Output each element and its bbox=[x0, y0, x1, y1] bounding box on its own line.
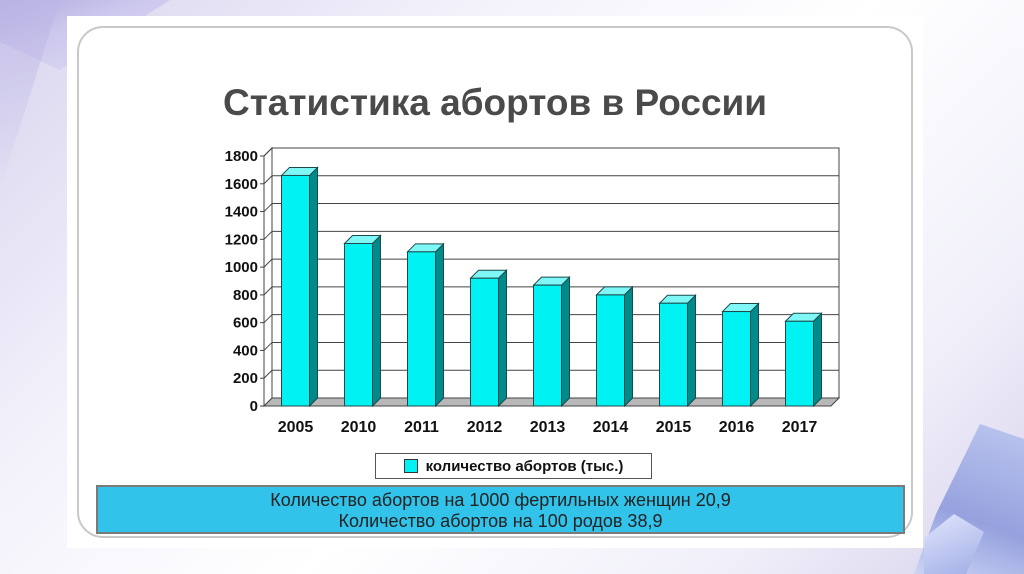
bar bbox=[407, 251, 436, 407]
bar-side bbox=[750, 302, 759, 408]
bar bbox=[281, 174, 310, 407]
legend-label: количество абортов (тыс.) bbox=[425, 457, 624, 475]
slide-frame bbox=[77, 26, 913, 538]
y-tick-label: 800 bbox=[233, 287, 258, 304]
x-tick-label: 2017 bbox=[782, 419, 818, 436]
y-tick-label: 1200 bbox=[225, 231, 258, 248]
gridline bbox=[263, 230, 273, 240]
y-tick-label: 1600 bbox=[225, 176, 258, 193]
bar bbox=[470, 277, 499, 407]
gridline bbox=[263, 147, 273, 157]
bar-side bbox=[561, 275, 570, 408]
info-line: Количество абортов на 100 родов 38,9 bbox=[338, 511, 663, 531]
bar-chart: 0 200 400 600 800 1000 1200 1400 1600 1800 2005 201… bbox=[225, 146, 841, 436]
bar bbox=[722, 311, 751, 407]
bar-side bbox=[435, 242, 444, 408]
decorative-shape bbox=[0, 0, 60, 190]
bar bbox=[344, 243, 373, 407]
y-tick-label: 400 bbox=[233, 342, 258, 359]
bar-side bbox=[624, 285, 633, 408]
y-tick-label: 1800 bbox=[225, 148, 258, 165]
bar bbox=[659, 302, 688, 407]
info-box: Количество абортов на 1000 фертильных же… bbox=[96, 485, 905, 534]
bar-side bbox=[687, 294, 696, 408]
x-tick-label: 2013 bbox=[530, 419, 566, 436]
y-tick-label: 600 bbox=[233, 315, 258, 332]
x-tick-label: 2012 bbox=[467, 419, 503, 436]
bar-side bbox=[309, 166, 318, 408]
gridline bbox=[263, 342, 273, 351]
plot-side-wall bbox=[263, 146, 273, 408]
gridline bbox=[263, 203, 273, 212]
bar-side bbox=[813, 312, 822, 408]
info-line: Количество абортов на 1000 фертильных же… bbox=[270, 490, 731, 510]
y-tick-label: 1000 bbox=[225, 259, 258, 276]
bar-side bbox=[498, 269, 507, 408]
y-tick-label: 0 bbox=[250, 398, 258, 415]
y-tick-label: 200 bbox=[233, 370, 258, 387]
x-tick-label: 2011 bbox=[404, 419, 439, 436]
x-tick-label: 2005 bbox=[278, 419, 314, 436]
legend-swatch bbox=[403, 459, 418, 473]
gridline bbox=[263, 314, 273, 324]
bar bbox=[596, 294, 625, 407]
x-tick-label: 2016 bbox=[719, 419, 755, 436]
x-tick-label: 2010 bbox=[341, 419, 377, 436]
chart-legend: количество абортов (тыс.) bbox=[375, 453, 652, 479]
gridline bbox=[263, 258, 273, 268]
y-tick-label: 1400 bbox=[225, 204, 258, 221]
slide: Статистика абортов в России 0 200 400 600 80… bbox=[67, 16, 923, 548]
x-tick-label: 2014 bbox=[593, 419, 629, 436]
bar-side bbox=[372, 234, 381, 408]
bar bbox=[785, 320, 814, 407]
gridline bbox=[263, 286, 273, 296]
gridline bbox=[263, 369, 273, 379]
x-tick-label: 2015 bbox=[656, 419, 692, 436]
bar bbox=[533, 284, 562, 407]
page-title: Статистика абортов в России bbox=[222, 82, 768, 123]
gridline bbox=[263, 175, 273, 185]
